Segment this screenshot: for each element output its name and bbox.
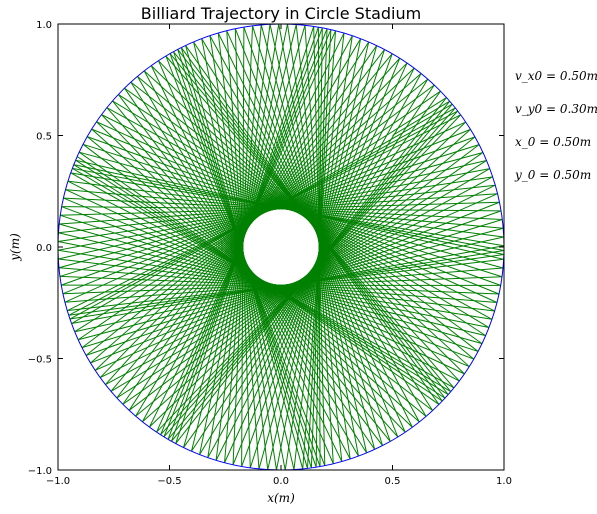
y-axis-label: y(m) (8, 233, 22, 262)
y-tick-label: 0.0 (36, 243, 52, 254)
tick-marks (57, 23, 505, 471)
trajectory-segment (76, 156, 443, 402)
trajectory-segment (68, 110, 458, 316)
x-tick-label: −1.0 (46, 476, 70, 487)
trajectory-segment (180, 47, 308, 469)
x-tick-label: 0.5 (385, 476, 401, 487)
x-tick-label: 0.0 (273, 476, 289, 487)
annotation-x0: x_0 = 0.50m (515, 135, 591, 149)
annotation-vy0: v_y0 = 0.30m/s (515, 102, 597, 116)
trajectory-layer (58, 24, 504, 470)
trajectory-segment (73, 164, 504, 255)
annotation-vx0: v_x0 = 0.50m/s (515, 69, 597, 83)
trajectory-segment (180, 47, 443, 402)
y-tick-label: −1.0 (28, 466, 52, 477)
x-tick-label: −0.5 (157, 476, 181, 487)
trajectory-segment (307, 29, 332, 469)
x-tick-label: 1.0 (496, 476, 512, 487)
y-tick-label: 1.0 (36, 20, 52, 31)
trajectory-segment (160, 29, 332, 435)
chart-title: Billiard Trajectory in Circle Stadium (141, 4, 421, 23)
annotation-y0: y_0 = 0.50m (514, 168, 591, 182)
trajectory-segment (160, 110, 459, 436)
y-tick-label: −0.5 (28, 355, 52, 366)
trajectory-segment (68, 253, 504, 316)
y-tick-label: 0.5 (36, 132, 52, 143)
x-axis-label: x(m) (267, 491, 295, 505)
